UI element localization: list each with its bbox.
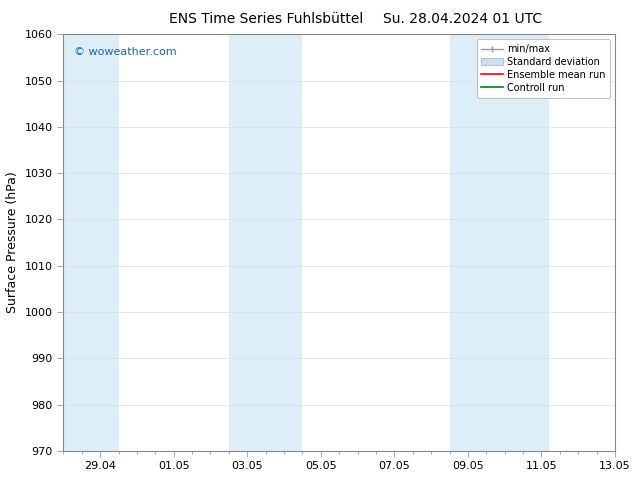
Legend: min/max, Standard deviation, Ensemble mean run, Controll run: min/max, Standard deviation, Ensemble me… bbox=[477, 39, 610, 98]
Text: Su. 28.04.2024 01 UTC: Su. 28.04.2024 01 UTC bbox=[384, 12, 542, 26]
Text: © woweather.com: © woweather.com bbox=[74, 47, 177, 57]
Bar bbox=[60, 34, 119, 451]
Bar bbox=[229, 34, 302, 451]
Bar bbox=[450, 34, 549, 451]
Y-axis label: Surface Pressure (hPa): Surface Pressure (hPa) bbox=[6, 172, 19, 314]
Text: ENS Time Series Fuhlsbüttel: ENS Time Series Fuhlsbüttel bbox=[169, 12, 363, 26]
